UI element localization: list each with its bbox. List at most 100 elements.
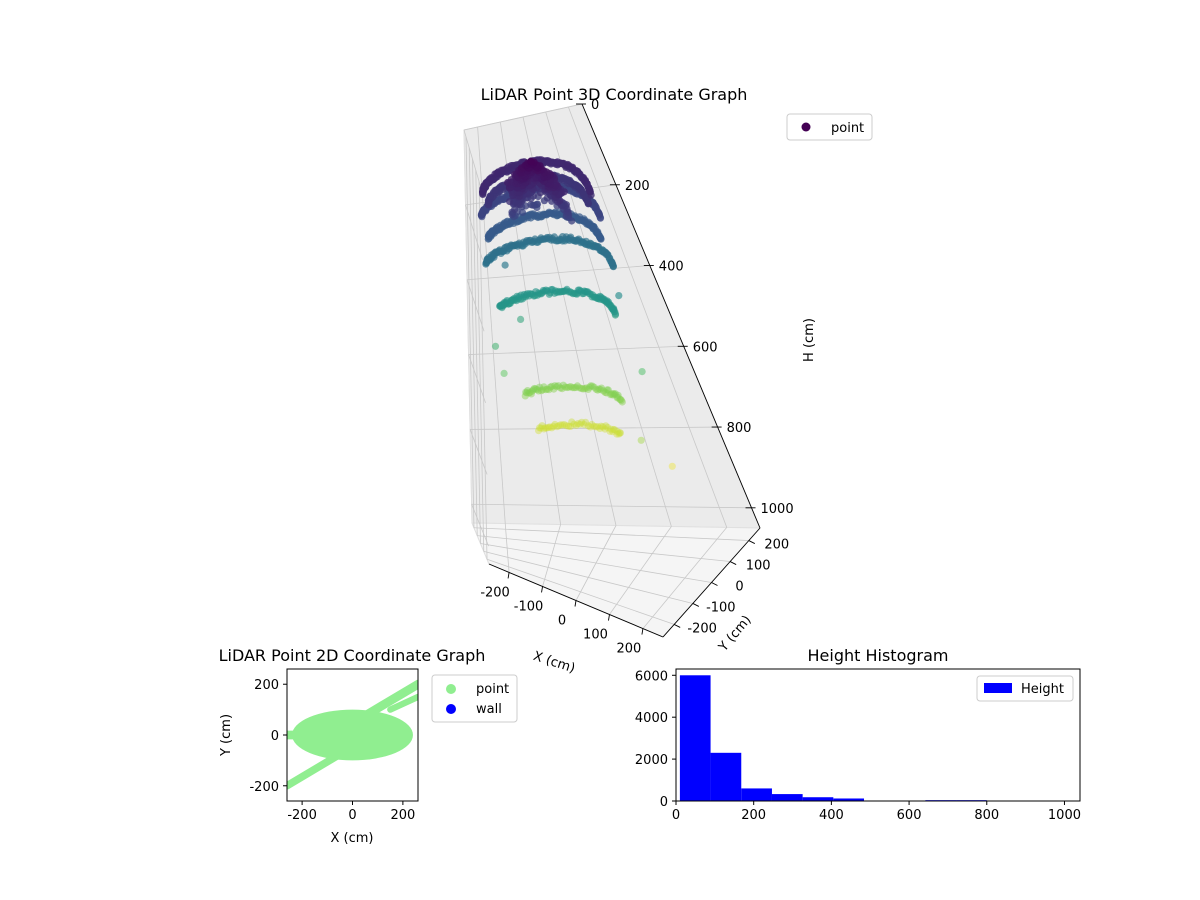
chart-2d-legend: point wall — [431, 674, 518, 723]
x-tick-label: 0 — [672, 808, 680, 823]
lidar-point — [521, 392, 529, 400]
z-tick-label: 600 — [693, 340, 718, 355]
lidar-point — [575, 183, 583, 191]
legend-wall-label: wall — [476, 702, 502, 717]
lidar-point — [588, 382, 596, 390]
lidar-point — [544, 423, 553, 431]
lidar-point — [608, 258, 616, 266]
lidar-point — [592, 423, 600, 431]
lidar-point — [546, 383, 554, 391]
y-tick-label: 0 — [735, 580, 743, 595]
lidar-point — [567, 383, 575, 391]
grid-y-floor — [480, 543, 712, 583]
lidar-point — [531, 235, 539, 243]
lidar-point — [615, 430, 623, 438]
lidar-point — [611, 390, 619, 398]
lidar-point — [543, 233, 551, 242]
lidar-point — [594, 386, 602, 394]
y-tick-label: 4000 — [635, 711, 668, 726]
3d-point-cloud — [477, 156, 676, 470]
lidar-point — [585, 383, 594, 391]
lidar-point — [637, 436, 645, 444]
lidar-point — [614, 391, 622, 399]
lidar-point — [609, 390, 618, 398]
lidar-point — [599, 387, 608, 395]
grid-z-back — [470, 426, 718, 430]
lidar-point — [596, 424, 604, 432]
lidar-point — [553, 383, 561, 391]
lidar-point — [609, 428, 617, 436]
lidar-point — [522, 388, 530, 396]
chart-2d-title: LiDAR Point 2D Coordinate Graph — [219, 646, 486, 665]
grid-y-left — [475, 170, 485, 552]
lidar-point — [590, 223, 598, 231]
x-tick-mark — [608, 614, 610, 621]
lidar-point — [611, 391, 619, 399]
grid-y-left — [468, 147, 478, 536]
lidar-point — [582, 418, 590, 426]
lidar-point — [528, 387, 536, 395]
lidar-point — [596, 292, 604, 300]
legend-point-label: point — [831, 121, 864, 136]
lidar-point — [564, 422, 573, 430]
lidar-point — [594, 423, 602, 431]
grid-z-back — [467, 265, 650, 281]
chart-2d-ylabel: Y (cm) — [219, 714, 234, 757]
lidar-point — [604, 386, 612, 394]
lidar-point — [558, 385, 566, 393]
height-histogram: Height Histogram 0 200 400 600 800 1000 0 2000 4… — [635, 646, 1081, 823]
lidar-point — [573, 382, 582, 390]
grid-y-left — [465, 136, 475, 528]
z-axis-line — [581, 103, 761, 529]
lidar-point — [527, 201, 535, 209]
legend-point-marker — [446, 684, 456, 694]
lidar-point — [580, 215, 588, 223]
lidar-point — [580, 421, 588, 429]
lidar-point — [568, 418, 576, 426]
lidar-point — [535, 383, 544, 391]
lidar-point — [563, 383, 571, 392]
lidar-point — [546, 423, 554, 431]
histogram-bar — [802, 797, 834, 801]
lidar-point — [553, 158, 562, 166]
lidar-point — [537, 424, 545, 432]
lidar-point — [602, 422, 610, 430]
grid-z-back — [468, 345, 684, 355]
lidar-point — [479, 188, 487, 196]
y-tick-label: 6000 — [635, 669, 668, 684]
lidar-point — [535, 387, 543, 395]
lidar-point — [604, 251, 612, 259]
lidar-point — [587, 382, 595, 390]
lidar-point — [504, 178, 512, 187]
lidar-point — [579, 385, 587, 393]
x-tick-label: -100 — [514, 599, 544, 614]
x-tick-label: -200 — [287, 808, 317, 823]
grid-z-left — [466, 279, 485, 332]
lidar-point — [570, 420, 578, 428]
lidar-point — [617, 396, 626, 404]
grid-z-back — [463, 103, 583, 131]
lidar-point — [491, 342, 500, 350]
lidar-point — [572, 383, 580, 392]
lidar-point — [559, 233, 567, 241]
lidar-point — [553, 423, 561, 431]
point-band — [287, 748, 347, 790]
lidar-point — [529, 386, 537, 394]
x-tick-label: -200 — [480, 585, 510, 600]
lidar-point — [526, 388, 534, 397]
x-tick-label: 800 — [974, 808, 999, 823]
lidar-point — [503, 297, 511, 305]
lidar-point — [566, 176, 574, 185]
lidar-point — [596, 233, 605, 241]
grid-z-left — [469, 429, 488, 475]
2d-point-cloud — [287, 679, 418, 790]
lidar-point — [570, 384, 578, 392]
y-tick-label: 0 — [660, 795, 668, 810]
lidar-point — [575, 235, 583, 243]
chart-3d-legend: point — [786, 113, 873, 141]
lidar-point — [542, 386, 550, 394]
x-tick-label: 600 — [897, 808, 922, 823]
grid-y-floor — [477, 535, 731, 562]
lidar-point — [594, 243, 603, 251]
y-tick-label: -200 — [687, 621, 717, 636]
